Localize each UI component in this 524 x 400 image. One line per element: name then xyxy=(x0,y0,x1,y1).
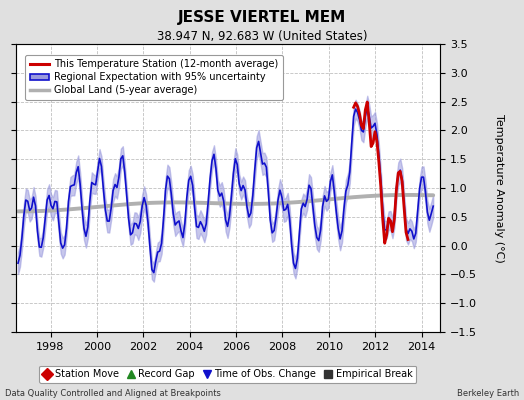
Legend: Station Move, Record Gap, Time of Obs. Change, Empirical Break: Station Move, Record Gap, Time of Obs. C… xyxy=(39,366,417,383)
Text: Data Quality Controlled and Aligned at Breakpoints: Data Quality Controlled and Aligned at B… xyxy=(5,389,221,398)
Text: 38.947 N, 92.683 W (United States): 38.947 N, 92.683 W (United States) xyxy=(157,30,367,43)
Text: Berkeley Earth: Berkeley Earth xyxy=(456,389,519,398)
Text: JESSE VIERTEL MEM: JESSE VIERTEL MEM xyxy=(178,10,346,25)
Y-axis label: Temperature Anomaly (°C): Temperature Anomaly (°C) xyxy=(494,114,504,262)
